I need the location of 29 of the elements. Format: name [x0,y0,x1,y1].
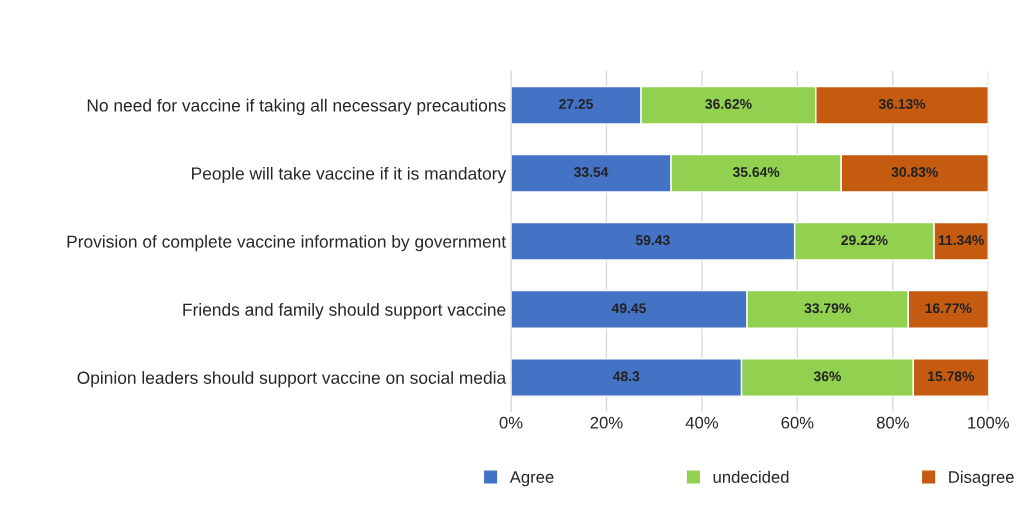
y-tick-label: No need for vaccine if taking all necessary precautions [87,98,506,116]
data-label: 33.54 [573,167,609,177]
y-tick-label: Provision of complete vaccine information by government [67,235,507,252]
data-label: 29.22% [841,235,888,246]
x-tick-label: 20% [590,416,623,429]
y-tick-label: People will take vaccine if it is mandatory [192,166,507,184]
data-label: 36.13% [878,99,926,109]
data-label: 36% [813,371,841,382]
data-label: 33.79% [804,303,851,314]
data-label: 48.3 [612,371,640,382]
data-label: 27.25 [559,99,594,109]
x-tick-label: 60% [781,416,814,429]
data-label: 30.83% [891,167,938,177]
data-label: 59.43 [635,235,670,246]
data-label: 11.34% [938,235,984,246]
y-tick-label: Friends and family should support vaccine [183,303,506,320]
data-label: 15.78% [928,371,974,382]
data-label: 49.45 [611,303,646,314]
legend-label: Agree [509,471,554,487]
x-tick-label: 80% [876,416,909,429]
x-tick-label: 100% [968,416,1009,429]
x-tick-label: 40% [685,416,718,429]
y-tick-label: Opinion leaders should support vaccine on social media [77,371,507,388]
data-label: 16.77% [925,303,972,314]
data-label: 35.64% [732,167,780,177]
legend-label: Disagree [949,470,1014,487]
legend-label: undecided [713,470,789,483]
data-label: 36.62% [705,99,752,109]
x-tick-label: 0% [499,416,523,429]
